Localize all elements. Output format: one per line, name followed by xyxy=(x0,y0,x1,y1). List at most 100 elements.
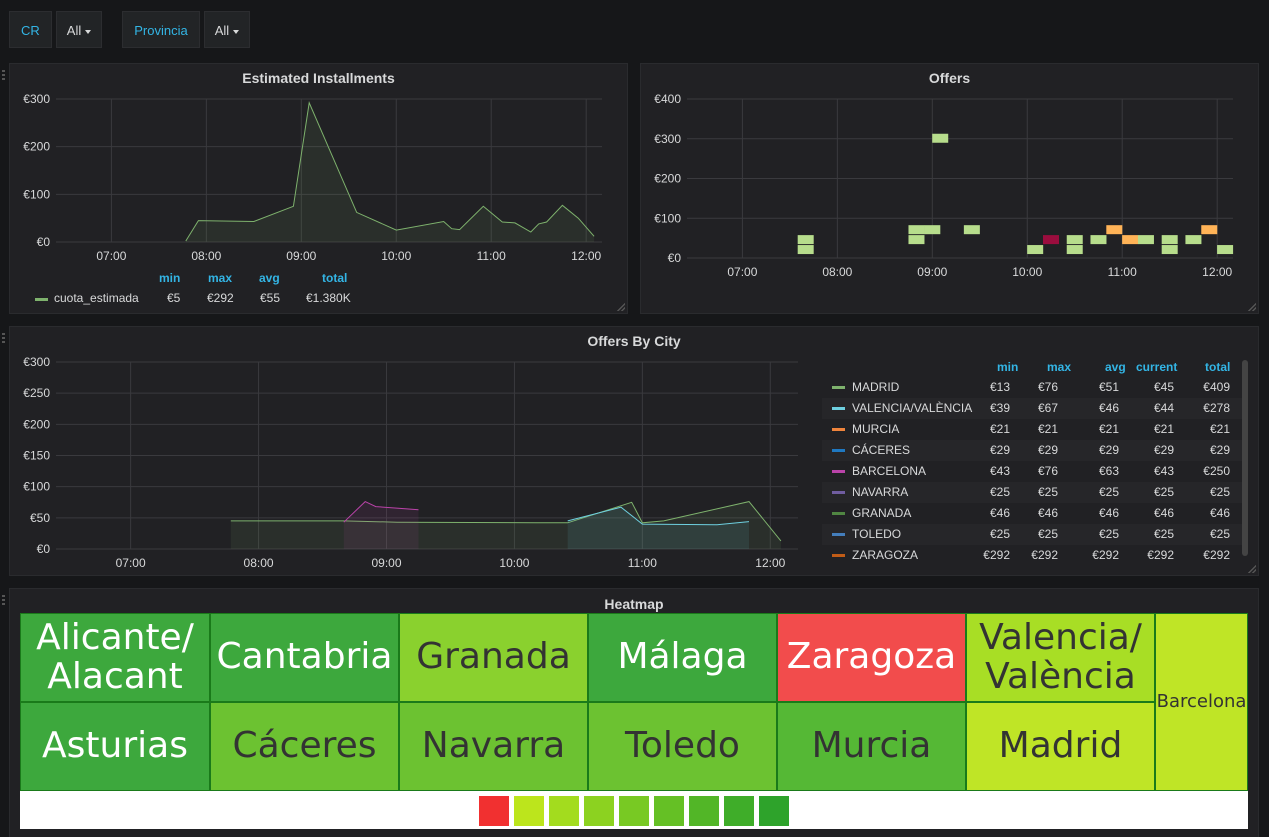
legend-current-value: €29 xyxy=(1153,443,1174,457)
treemap-cell[interactable]: Cáceres xyxy=(210,702,399,791)
offers-by-city-chart[interactable]: 07:00 08:00 09:00 10:00 11:00 12:00 €0 €50 €100 €… xyxy=(10,327,810,575)
x-tick-label: 10:00 xyxy=(499,556,529,570)
city-legend-row[interactable]: BARCELONA €43 €76 €63 €43 €250 xyxy=(822,461,1242,482)
legend-header-max[interactable]: max xyxy=(208,271,233,285)
panel-resize-handle-icon[interactable] xyxy=(1248,565,1256,573)
legend-series-swatch xyxy=(832,533,845,536)
treemap-cell[interactable]: Navarra xyxy=(399,702,588,791)
x-tick-label: 11:00 xyxy=(1108,265,1137,279)
variable-dropdown-provincia[interactable]: All xyxy=(203,11,251,48)
legend-series-name[interactable]: ZARAGOZA xyxy=(852,548,919,562)
city-legend-row[interactable]: VALENCIA/VALÈNCIA €39 €67 €46 €44 €278 xyxy=(822,398,1242,419)
legend-scrollbar[interactable] xyxy=(1242,360,1248,556)
row-drag-handle-icon[interactable] xyxy=(2,595,5,607)
treemap-cell[interactable]: Barcelona xyxy=(1155,613,1248,791)
legend-series-swatch xyxy=(832,470,845,473)
treemap-cell[interactable]: Cantabria xyxy=(210,613,399,702)
treemap-cell[interactable]: Valencia/ València xyxy=(966,613,1155,702)
legend-max-value: €292 xyxy=(1031,548,1058,562)
x-tick-label: 10:00 xyxy=(381,249,411,263)
heatmap-bucket xyxy=(1066,245,1083,255)
treemap-cell[interactable]: Murcia xyxy=(777,702,966,791)
legend-max-value: €76 xyxy=(1037,464,1058,478)
legend-total-value: €25 xyxy=(1209,485,1230,499)
offers-heatmap-chart[interactable]: 07:00 08:00 09:00 10:00 11:00 12:00 €0 €100 €200… xyxy=(641,64,1258,313)
legend-series-name[interactable]: cuota_estimada xyxy=(54,291,139,305)
y-tick-label: €0 xyxy=(37,542,51,556)
city-legend-row[interactable]: GRANADA €46 €46 €46 €46 €46 xyxy=(822,503,1242,524)
heatmap-bucket xyxy=(1027,245,1044,255)
legend-series-swatch xyxy=(832,554,845,557)
legend-series-name[interactable]: NAVARRA xyxy=(852,485,909,499)
y-tick-label: €300 xyxy=(654,132,681,146)
treemap-cell[interactable]: Alicante/ Alacant xyxy=(20,613,210,702)
legend-current-value: €46 xyxy=(1153,506,1174,520)
legend-color-swatch xyxy=(619,796,649,826)
x-tick-label: 09:00 xyxy=(371,556,401,570)
panel-title[interactable]: Offers By City xyxy=(587,333,681,349)
legend-series-swatch xyxy=(832,449,845,452)
legend-header-total[interactable]: total xyxy=(322,271,348,285)
caret-down-icon xyxy=(85,29,92,34)
legend-series-name[interactable]: MURCIA xyxy=(852,422,900,436)
row-drag-handle-icon[interactable] xyxy=(2,333,5,345)
legend-min-value: €21 xyxy=(989,422,1010,436)
city-legend-row[interactable]: CÁCERES €29 €29 €29 €29 €29 xyxy=(822,440,1242,461)
panel-resize-handle-icon[interactable] xyxy=(1248,303,1256,311)
legend-header-min[interactable]: min xyxy=(997,360,1019,374)
variable-dropdown-cr[interactable]: All xyxy=(55,11,103,48)
x-tick-label: 08:00 xyxy=(822,265,852,279)
legend-series-name[interactable]: TOLEDO xyxy=(852,527,902,541)
legend-min-value: €292 xyxy=(983,548,1010,562)
legend-min-value: €39 xyxy=(989,401,1010,415)
legend-total-value: €25 xyxy=(1209,527,1230,541)
legend-series-name[interactable]: GRANADA xyxy=(852,506,912,520)
y-tick-label: €100 xyxy=(23,187,50,201)
treemap-cell[interactable]: Málaga xyxy=(588,613,777,702)
y-tick-label: €50 xyxy=(30,511,50,525)
panel-title[interactable]: Estimated Installments xyxy=(242,70,395,86)
y-tick-label: €200 xyxy=(23,417,50,431)
legend-header-total[interactable]: total xyxy=(1205,360,1231,374)
row-drag-handle-icon[interactable] xyxy=(2,70,5,82)
legend-header-current[interactable]: current xyxy=(1136,360,1178,374)
series-area xyxy=(343,501,419,549)
caret-down-icon xyxy=(233,29,240,34)
heatmap-color-legend xyxy=(20,791,1248,829)
legend-avg-value: €29 xyxy=(1098,443,1119,457)
city-legend-row[interactable]: ZARAGOZA €292 €292 €292 €292 €292 xyxy=(822,545,1242,566)
legend-series-name[interactable]: CÁCERES xyxy=(852,443,911,457)
installments-chart[interactable]: 07:00 08:00 09:00 10:00 11:00 12:00 €0 €100 €200… xyxy=(10,64,627,313)
city-legend-row[interactable]: MADRID €13 €76 €51 €45 €409 xyxy=(822,377,1242,398)
heatmap-bucket xyxy=(797,235,814,245)
panel-offers: Offers 07:00 08:00 09:00 10:00 11:00 12:00 €0 €… xyxy=(640,63,1259,314)
legend-max-value: €29 xyxy=(1037,443,1058,457)
city-legend-row[interactable]: TOLEDO €25 €25 €25 €25 €25 xyxy=(822,524,1242,545)
heatmap-bucket xyxy=(1217,245,1234,255)
heatmap-bucket xyxy=(1161,235,1178,245)
legend-header-max[interactable]: max xyxy=(1047,360,1072,374)
heatmap-bucket xyxy=(1137,235,1154,245)
legend-current-value: €43 xyxy=(1153,464,1174,478)
legend-avg-value: €46 xyxy=(1098,401,1119,415)
variable-label-cr: CR xyxy=(9,11,52,48)
city-legend-row[interactable]: MURCIA €21 €21 €21 €21 €21 xyxy=(822,419,1242,440)
legend-max-value: €292 xyxy=(207,291,234,305)
legend-header-avg[interactable]: avg xyxy=(1105,360,1126,374)
city-legend-row[interactable]: NAVARRA €25 €25 €25 €25 €25 xyxy=(822,482,1242,503)
legend-max-value: €25 xyxy=(1037,527,1058,541)
legend-series-name[interactable]: VALENCIA/VALÈNCIA xyxy=(852,401,973,415)
treemap-cell[interactable]: Toledo xyxy=(588,702,777,791)
legend-series-name[interactable]: BARCELONA xyxy=(852,464,927,478)
treemap-cell[interactable]: Asturias xyxy=(20,702,210,791)
treemap-cell[interactable]: Zaragoza xyxy=(777,613,966,702)
legend-header-avg[interactable]: avg xyxy=(259,271,280,285)
panel-title[interactable]: Heatmap xyxy=(604,596,664,612)
legend-min-value: €25 xyxy=(989,485,1010,499)
treemap-cell[interactable]: Granada xyxy=(399,613,588,702)
panel-title[interactable]: Offers xyxy=(928,70,971,86)
panel-resize-handle-icon[interactable] xyxy=(617,303,625,311)
treemap-cell[interactable]: Madrid xyxy=(966,702,1155,791)
legend-series-name[interactable]: MADRID xyxy=(852,380,900,394)
legend-header-min[interactable]: min xyxy=(159,271,181,285)
